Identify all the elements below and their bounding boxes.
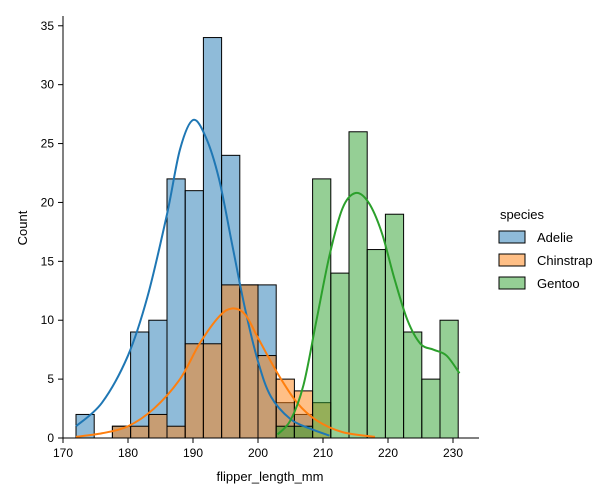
kde-line-chinstrap (75, 307, 376, 438)
y-ticks: 0 5 10 15 20 25 30 35 (41, 19, 63, 445)
legend-swatch-adelie (498, 230, 526, 244)
legend-item-gentoo: Gentoo (498, 276, 580, 291)
bar-chinstrap (184, 343, 204, 439)
x-tick-label: 220 (378, 446, 398, 460)
legend: species Adelie Chinstrap Gentoo (498, 207, 593, 291)
kde-line-gentoo (276, 191, 461, 436)
x-axis-label: flipper_length_mm (217, 469, 324, 484)
kde-line-adelie (75, 118, 330, 437)
legend-swatch-gentoo (498, 276, 526, 290)
x-tick-label: 200 (248, 446, 268, 460)
legend-item-chinstrap: Chinstrap (498, 253, 593, 268)
x-ticks: 170 180 190 200 210 220 230 (53, 438, 463, 460)
bars-layer (75, 37, 459, 439)
y-tick-label: 20 (41, 195, 55, 209)
x-tick-label: 230 (443, 446, 463, 460)
axes-layer: 170 180 190 200 210 220 230 0 5 10 15 20 25 30 35 (41, 16, 479, 460)
bar-chinstrap (166, 425, 186, 439)
y-tick-label: 30 (41, 78, 55, 92)
legend-title: species (500, 207, 545, 222)
bar-adelie (166, 178, 186, 439)
bar-gentoo (366, 249, 386, 439)
bar-gentoo (312, 178, 332, 439)
y-tick-label: 25 (41, 137, 55, 151)
kde-layer (75, 118, 461, 438)
bar-gentoo (348, 131, 368, 439)
x-tick-label: 180 (118, 446, 138, 460)
bar-gentoo (330, 272, 350, 439)
legend-item-adelie: Adelie (498, 230, 573, 245)
series-bars-chinstrap (111, 284, 332, 439)
series-bars-gentoo (275, 131, 459, 439)
legend-label-chinstrap: Chinstrap (537, 253, 593, 268)
bar-gentoo (403, 331, 423, 439)
legend-label-gentoo: Gentoo (537, 276, 580, 291)
y-tick-label: 10 (41, 313, 55, 327)
bar-adelie (130, 331, 150, 439)
y-tick-label: 15 (41, 254, 55, 268)
x-tick-label: 170 (53, 446, 73, 460)
bar-gentoo (384, 213, 405, 439)
plot-area: 170 180 190 200 210 220 230 0 5 10 15 20 25 30 35 fli… (15, 16, 479, 484)
bar-chinstrap (239, 284, 259, 439)
bar-chinstrap (130, 425, 150, 439)
legend-items: Adelie Chinstrap Gentoo (498, 230, 593, 291)
y-axis-label: Count (15, 210, 30, 245)
y-tick-label: 5 (47, 372, 54, 386)
y-tick-label: 35 (41, 19, 55, 33)
y-tick-label: 0 (47, 431, 54, 445)
bar-chinstrap (148, 413, 168, 439)
x-tick-label: 210 (313, 446, 333, 460)
bar-gentoo (439, 319, 459, 439)
bar-chinstrap (202, 343, 223, 439)
bar-gentoo (421, 378, 441, 439)
legend-label-adelie: Adelie (537, 230, 573, 245)
legend-swatch-chinstrap (498, 253, 526, 267)
x-tick-label: 190 (183, 446, 203, 460)
